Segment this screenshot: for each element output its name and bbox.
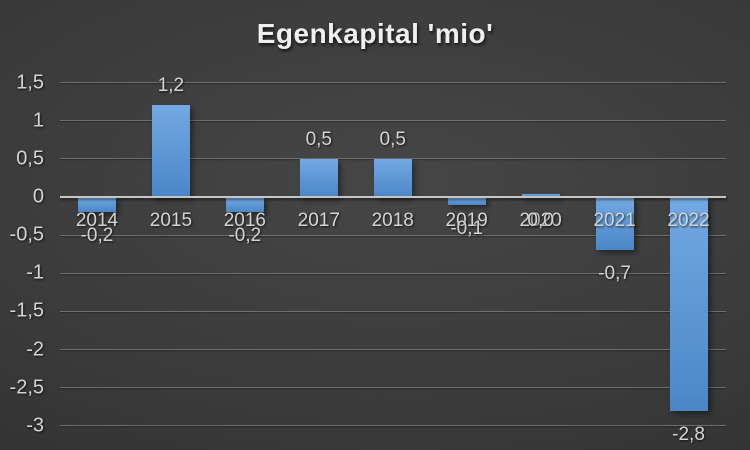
category-label-2015: 2015 — [149, 210, 193, 231]
gridline — [60, 82, 726, 84]
category-label-2014: 2014 — [75, 210, 119, 231]
category-label-2022: 2022 — [667, 210, 710, 231]
zero-axis-line — [60, 196, 726, 198]
bar-2020 — [521, 194, 560, 197]
y-axis-tick-label: -0,5 — [9, 223, 44, 246]
gridline — [60, 425, 726, 427]
category-label-2019: 2019 — [445, 210, 488, 231]
y-axis-tick-label: -3 — [26, 414, 44, 437]
bar-2017 — [299, 158, 338, 197]
value-label-2016: -0,2 — [228, 225, 262, 247]
gridline — [60, 272, 726, 274]
bar-2018 — [373, 158, 412, 197]
value-label-2018: 0,5 — [379, 128, 406, 150]
value-label-2019: -0,1 — [450, 217, 484, 239]
y-axis-tick-label: 0,5 — [16, 147, 44, 170]
bar-2019 — [447, 197, 486, 205]
bar-2022 — [669, 197, 708, 411]
gridline — [60, 310, 726, 312]
y-axis-tick-label: -1 — [26, 261, 44, 284]
value-label-2021: -0,7 — [598, 263, 631, 285]
value-label-2022: -2,8 — [672, 423, 705, 445]
category-label-2018: 2018 — [371, 210, 414, 231]
category-label-2016: 2016 — [223, 210, 266, 231]
category-label-2021: 2021 — [593, 210, 636, 231]
gridline — [60, 349, 726, 351]
bar-2021 — [595, 197, 634, 251]
y-axis-tick-label: 1 — [32, 109, 44, 132]
y-axis-tick-label: 1,5 — [16, 71, 44, 94]
category-label-2020: 2020 — [519, 210, 562, 231]
y-axis-tick-label: -1,5 — [9, 299, 44, 322]
gridline — [60, 120, 726, 122]
bar-2014 — [77, 197, 116, 213]
bar-2016 — [225, 197, 264, 213]
gridline — [60, 234, 726, 236]
value-label-2015: 1,2 — [157, 75, 185, 97]
category-label-2017: 2017 — [297, 210, 340, 231]
y-axis-tick-label: 0 — [32, 185, 44, 208]
value-label-2017: 0,5 — [305, 128, 333, 150]
gridline — [60, 387, 726, 389]
value-label-2020: 0,0 — [527, 210, 554, 231]
y-axis-tick-label: -2 — [26, 338, 44, 361]
bar-2015 — [151, 105, 190, 197]
y-axis-tick-label: -2,5 — [9, 376, 44, 399]
value-label-2014: -0,2 — [80, 225, 114, 247]
chart-title: Egenkapital 'mio' — [256, 18, 494, 49]
